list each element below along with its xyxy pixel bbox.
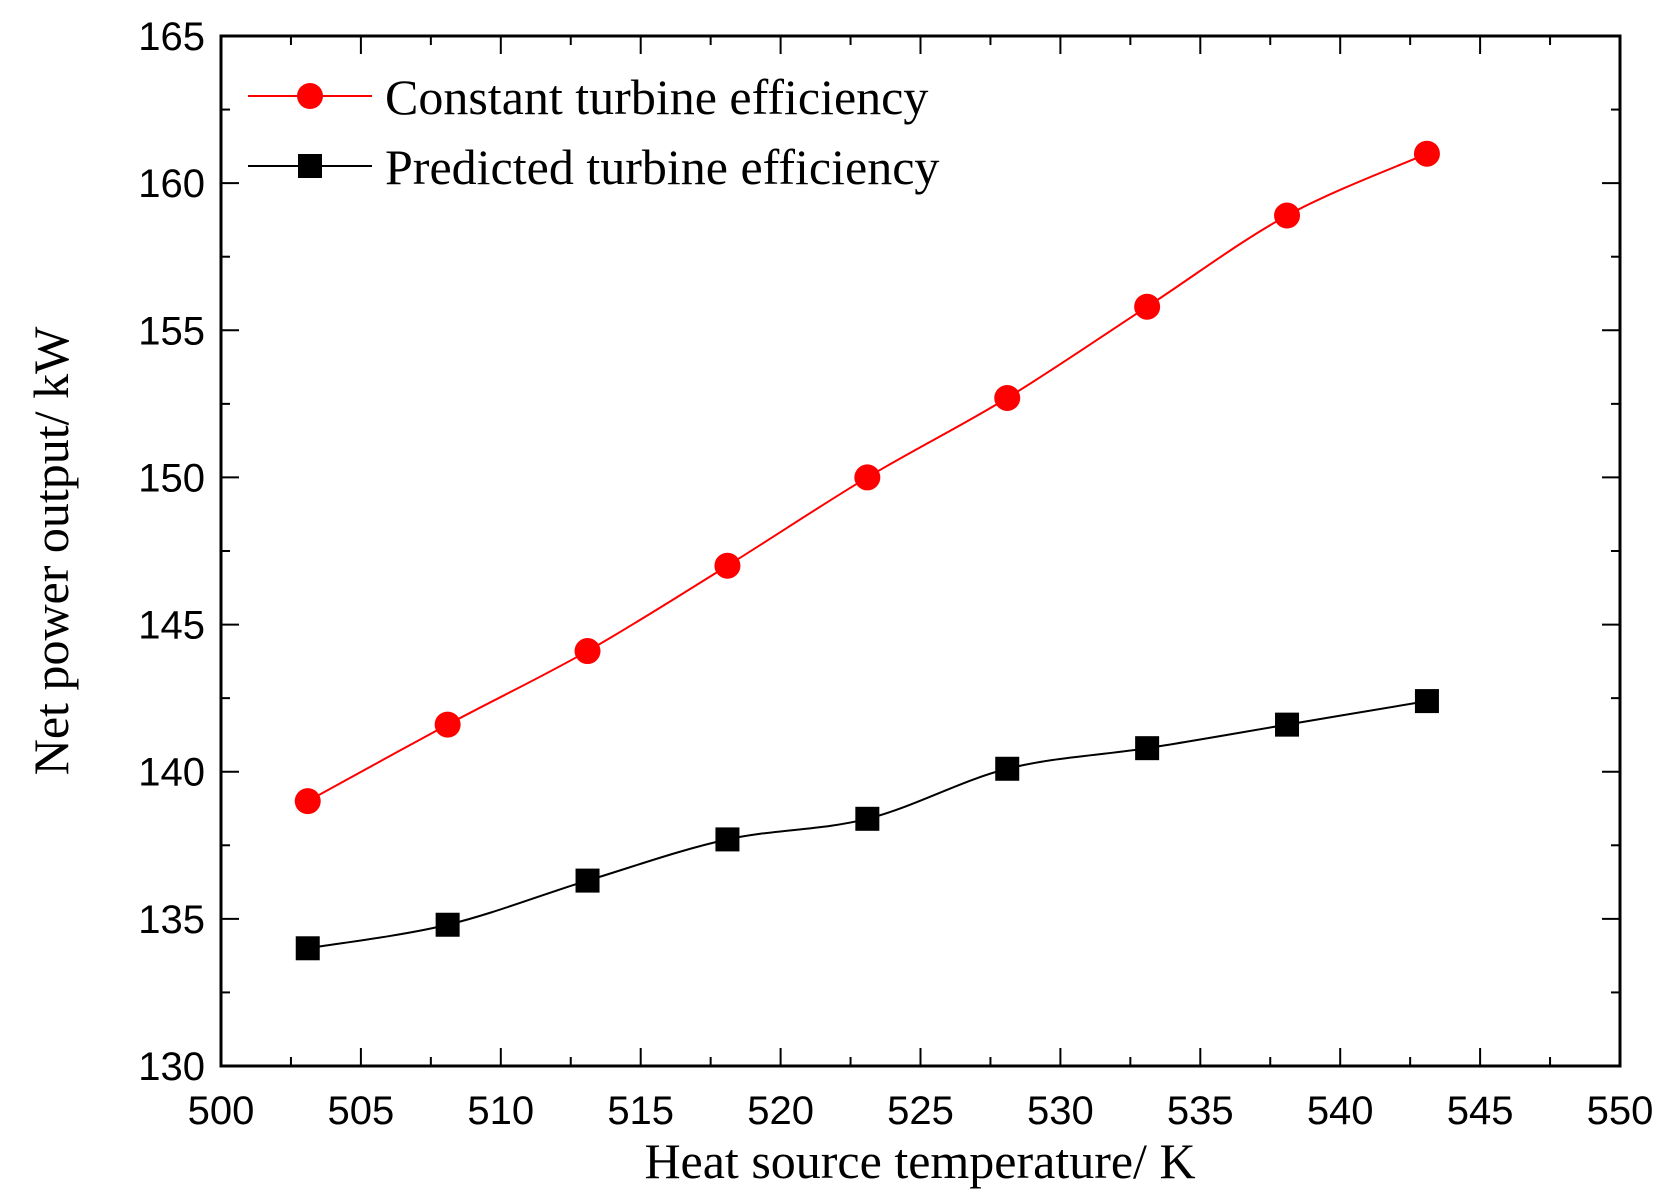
- y-tick-label: 155: [138, 309, 205, 353]
- x-axis-ticks: 500 505 510 515 520 525 530 535 540 545 550: [188, 36, 1654, 1133]
- data-point-0-6: [1134, 293, 1161, 320]
- x-tick-label: 510: [467, 1089, 534, 1133]
- data-point-0-0: [294, 788, 321, 815]
- y-axis-ticks: 130 135 140 145 150 155 160 165: [138, 15, 1620, 1089]
- data-point-0-7: [1274, 202, 1301, 229]
- legend-marker-constant: [297, 83, 323, 109]
- legend: Constant turbine efficiency Predicted tu…: [248, 69, 939, 195]
- data-point-1-6: [1135, 736, 1160, 761]
- data-point-0-5: [994, 384, 1021, 411]
- data-point-1-3: [715, 827, 740, 852]
- y-tick-label: 160: [138, 162, 205, 206]
- y-tick-label: 135: [138, 898, 205, 942]
- data-point-1-1: [435, 912, 460, 937]
- data-point-0-8: [1413, 140, 1440, 167]
- y-tick-label: 130: [138, 1045, 205, 1089]
- x-tick-label: 525: [887, 1089, 954, 1133]
- x-tick-label: 540: [1307, 1089, 1374, 1133]
- x-axis-title: Heat source temperature/ K: [644, 1133, 1195, 1189]
- data-point-1-0: [295, 936, 320, 961]
- x-tick-label: 545: [1447, 1089, 1514, 1133]
- data-point-0-3: [714, 552, 741, 579]
- x-tick-label: 505: [328, 1089, 395, 1133]
- data-point-1-7: [1275, 712, 1300, 737]
- y-tick-label: 150: [138, 456, 205, 500]
- x-tick-label: 535: [1167, 1089, 1234, 1133]
- x-tick-label: 530: [1027, 1089, 1094, 1133]
- data-point-0-2: [574, 638, 601, 665]
- y-axis-title: Net power output/ kW: [23, 326, 79, 775]
- legend-marker-predicted: [298, 154, 322, 178]
- data-point-1-4: [855, 806, 880, 831]
- y-tick-label: 145: [138, 604, 205, 648]
- y-tick-label: 165: [138, 15, 205, 59]
- x-tick-label: 500: [188, 1089, 255, 1133]
- x-tick-label: 550: [1587, 1089, 1654, 1133]
- x-tick-label: 515: [607, 1089, 674, 1133]
- data-point-1-2: [575, 868, 600, 893]
- data-point-1-8: [1414, 689, 1439, 714]
- legend-label-predicted: Predicted turbine efficiency: [385, 139, 939, 195]
- x-tick-label: 520: [747, 1089, 814, 1133]
- legend-label-constant: Constant turbine efficiency: [385, 69, 928, 125]
- y-tick-label: 140: [138, 751, 205, 795]
- data-point-1-5: [995, 756, 1020, 781]
- series-layer: [294, 140, 1440, 961]
- data-point-0-4: [854, 464, 881, 491]
- data-point-0-1: [434, 711, 461, 738]
